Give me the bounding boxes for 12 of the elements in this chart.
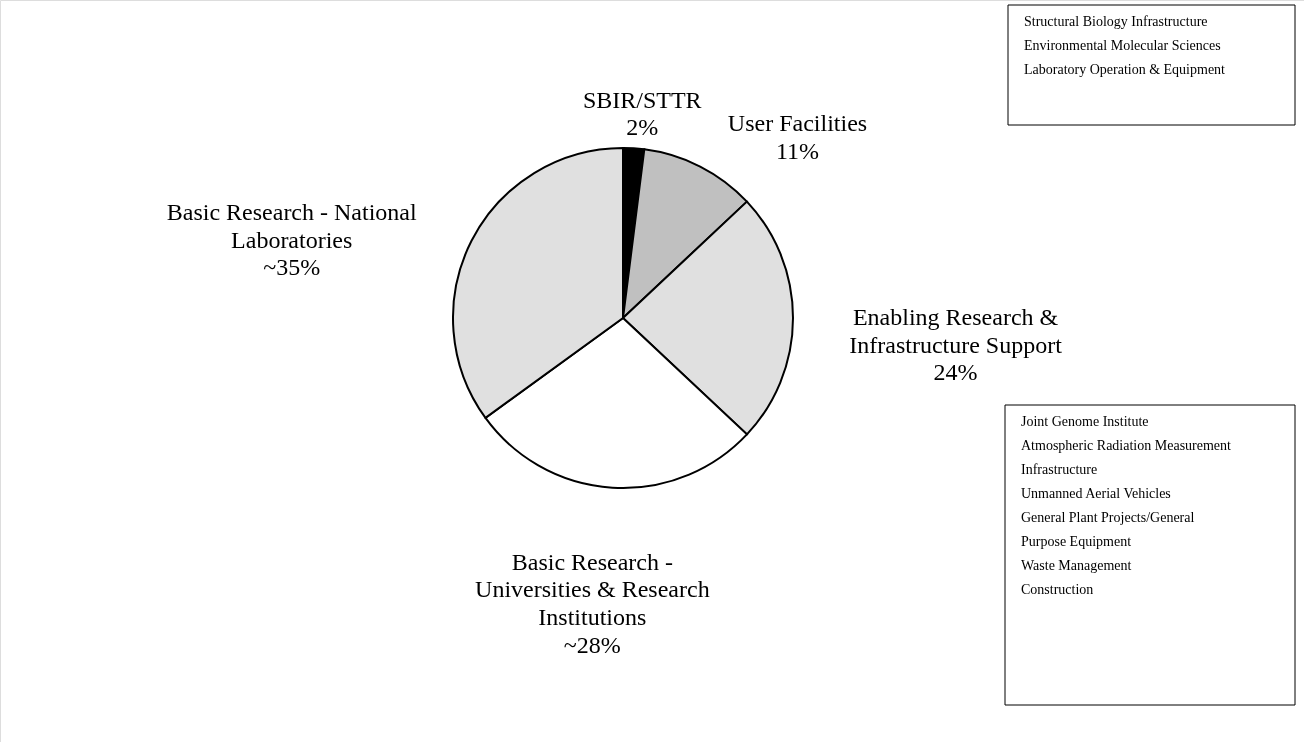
text: Structural Biology Infrastructure Environmental Molecular Sciences Laboratory Operation & Equipment [1024, 14, 1226, 77]
slice-label: Basic Research - Universities & Research Institutions [475, 548, 710, 630]
data-label: ~28% [563, 631, 621, 658]
data-label: 24% [933, 359, 978, 386]
data-label: 11% [775, 137, 820, 164]
slice-label: Enabling Research & Infrastructure Support [849, 304, 1063, 358]
data-label: 2% [626, 114, 659, 141]
slice-label: User Facilities [727, 110, 868, 137]
data-label: ~35% [263, 254, 321, 281]
slice-label: SBIR/STTR [582, 86, 702, 113]
text: Joint Genome Institute Atmospheric Radiation Measurement Infrastructure Unmanned Aerial Vehicles General Plant Projects/General Purpose Equipment Waste Management Construction [1021, 414, 1232, 597]
slice-label: Basic Research - National Laboratories [166, 198, 417, 253]
